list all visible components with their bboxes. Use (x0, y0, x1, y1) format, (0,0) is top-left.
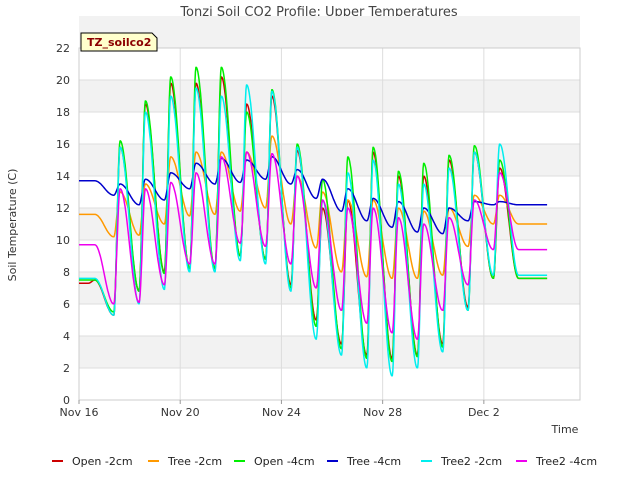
grid-band (79, 336, 580, 368)
legend-label: Tree2 -4cm (535, 455, 597, 468)
series-line (78, 151, 548, 340)
y-tick-label: 10 (56, 234, 70, 247)
y-axis-ticks: 0 2 4 6 8 10 12 14 16 18 20 22 (56, 42, 70, 407)
y-tick-label: 0 (63, 394, 70, 407)
y-tick-label: 14 (56, 170, 70, 183)
grid-band (79, 144, 580, 176)
legend-label: Tree -4cm (346, 455, 401, 468)
plot-area (78, 47, 581, 401)
series-line (78, 156, 548, 235)
legend: Open -2cm Tree -2cm Open -4cm Tree -4cm Tree… (52, 455, 597, 468)
x-tick-label: Dec 2 (468, 406, 500, 419)
legend-label: Open -2cm (72, 455, 133, 468)
x-tick-label: Nov 24 (262, 406, 301, 419)
y-tick-label: 8 (63, 266, 70, 279)
y-tick-label: 2 (63, 362, 70, 375)
y-tick-label: 6 (63, 298, 70, 311)
badge-label: TZ_soilco2 (87, 36, 151, 49)
badge-shape (80, 32, 158, 52)
grid-band (79, 272, 580, 304)
grid-band (79, 16, 580, 48)
series-line (78, 84, 548, 377)
y-tick-label: 18 (56, 106, 70, 119)
legend-label: Tree -2cm (167, 455, 222, 468)
x-tick-label: Nov 16 (60, 406, 99, 419)
x-tick-label: Nov 28 (363, 406, 402, 419)
y-tick-label: 22 (56, 42, 70, 55)
x-tick-label: Nov 20 (161, 406, 200, 419)
legend-label: Open -4cm (254, 455, 315, 468)
legend-label: Tree2 -2cm (440, 455, 502, 468)
x-axis-title: Time (551, 423, 579, 436)
y-tick-label: 16 (56, 138, 70, 151)
y-tick-label: 20 (56, 74, 70, 87)
x-axis-ticks: Nov 16 Nov 20 Nov 24 Nov 28 Dec 2 (60, 400, 500, 419)
site-badge: TZ_soilco2 (80, 32, 158, 52)
y-axis-title: Soil Temperature (C) (6, 169, 19, 282)
y-tick-label: 4 (63, 330, 70, 343)
series-lines (78, 66, 548, 377)
y-tick-label: 12 (56, 202, 70, 215)
grid-band (79, 80, 580, 112)
